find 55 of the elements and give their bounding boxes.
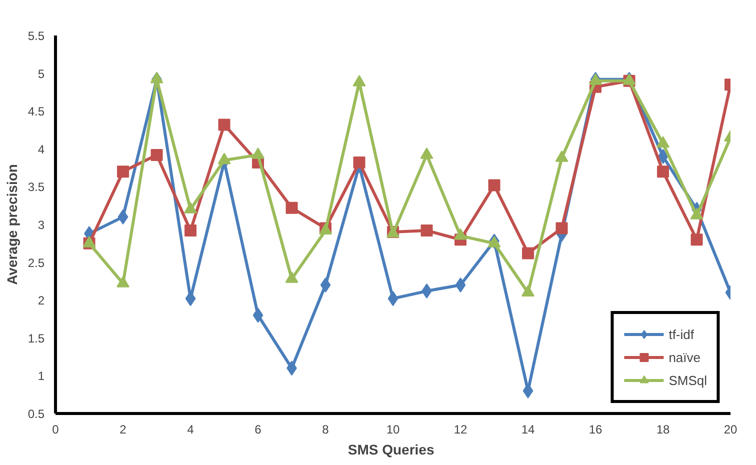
y-tick-label: 5.5 — [28, 29, 45, 43]
point — [556, 222, 568, 234]
point — [656, 136, 670, 148]
legend-label: tf-idf — [668, 326, 694, 342]
y-tick-label: 5 — [38, 66, 45, 81]
x-axis-title: SMS Queries — [348, 442, 434, 458]
point — [218, 118, 230, 131]
point — [184, 202, 197, 214]
point — [286, 202, 298, 214]
point — [420, 148, 434, 159]
y-tick-label: 2 — [38, 294, 45, 308]
y-tick-label: 1 — [38, 369, 45, 384]
point — [488, 179, 500, 192]
x-tick-label: 4 — [187, 422, 194, 436]
point — [184, 224, 196, 237]
x-tick-label: 8 — [322, 422, 330, 436]
point — [555, 150, 568, 162]
x-tick-label: 0 — [52, 422, 60, 436]
point — [218, 152, 231, 164]
point — [150, 148, 163, 161]
point — [658, 148, 668, 164]
point — [522, 383, 534, 398]
point — [690, 234, 703, 246]
point — [118, 209, 128, 224]
x-tick-label: 16 — [588, 422, 602, 436]
point — [353, 156, 366, 169]
y-tick-label: 1.5 — [28, 331, 45, 346]
x-tick-label: 10 — [386, 422, 400, 436]
y-tick-label: 4.5 — [28, 104, 45, 119]
x-tick-label: 12 — [454, 422, 468, 436]
y-tick-label: 0.5 — [28, 407, 45, 421]
point — [252, 148, 264, 159]
point — [455, 277, 466, 292]
x-tick-label: 14 — [521, 422, 535, 436]
point — [420, 224, 433, 237]
y-axis-title: Average precision — [4, 164, 20, 285]
x-tick-label: 6 — [254, 422, 262, 436]
point — [690, 208, 704, 220]
point — [388, 291, 398, 306]
point — [352, 74, 366, 86]
y-tick-label: 4 — [38, 142, 45, 156]
point — [522, 247, 534, 260]
legend-label: SMSql — [668, 372, 707, 388]
y-tick-label: 3.5 — [28, 180, 45, 194]
x-tick-label: 2 — [120, 422, 127, 436]
x-tick-label: 20 — [724, 422, 738, 436]
legend-label: naïve — [668, 350, 701, 364]
point — [657, 166, 669, 178]
y-tick-label: 3 — [38, 218, 45, 232]
point — [252, 308, 264, 323]
point — [320, 277, 331, 292]
point — [117, 166, 129, 178]
x-tick-label: 18 — [656, 422, 670, 436]
point — [150, 72, 164, 84]
y-tick-label: 2.5 — [28, 256, 45, 270]
